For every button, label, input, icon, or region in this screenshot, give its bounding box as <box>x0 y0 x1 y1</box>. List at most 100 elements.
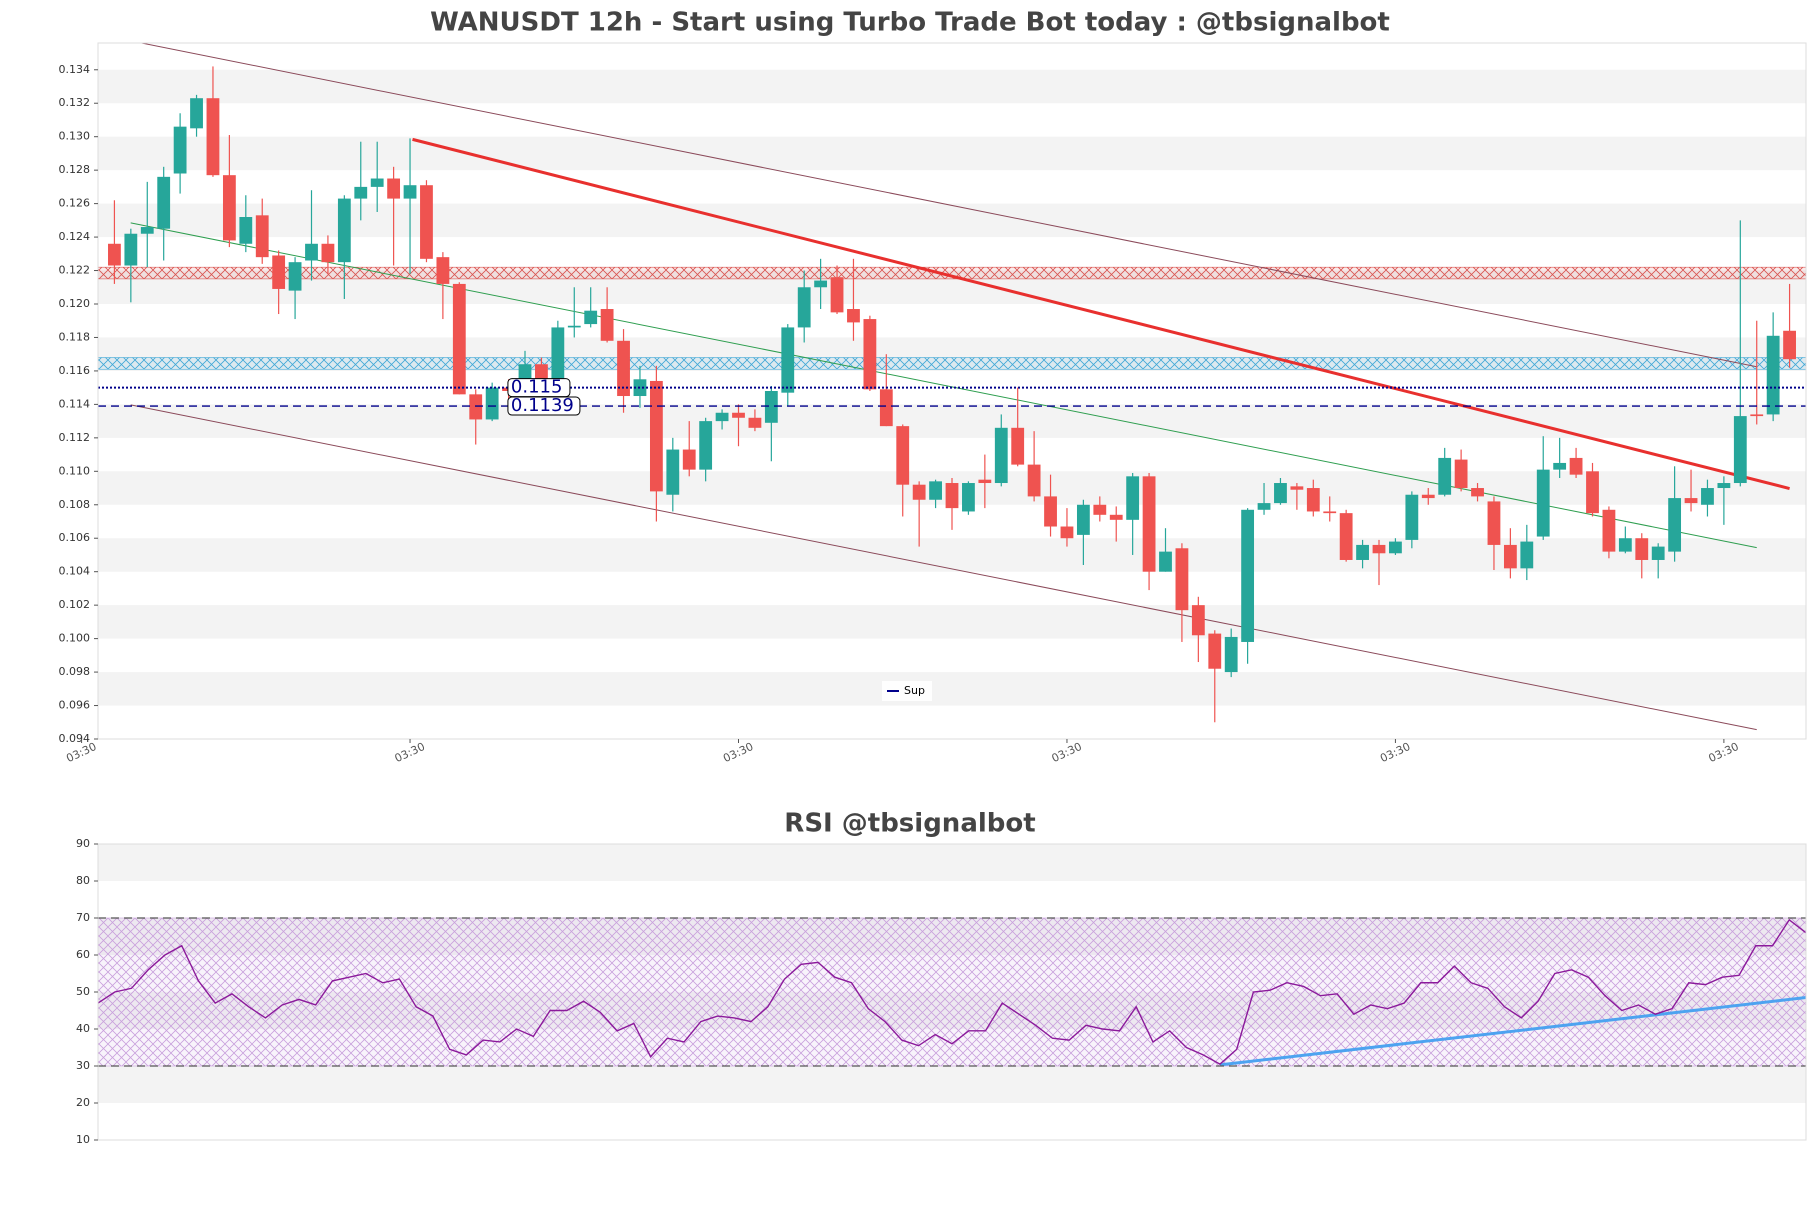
candle-body <box>108 243 121 266</box>
zone-hatch <box>98 917 1806 1067</box>
plot-area <box>98 844 1806 1140</box>
rsi-line <box>98 918 1806 1066</box>
candle-body <box>617 340 630 397</box>
grid-band <box>98 69 1806 104</box>
candle-body <box>682 449 696 470</box>
candle-body <box>337 198 351 263</box>
candle-body <box>1290 486 1304 490</box>
legend-box <box>882 681 932 701</box>
trend-line <box>130 222 1757 549</box>
rsi-title: RSI @tbsignalbot <box>784 809 1035 839</box>
candle-body <box>863 319 877 390</box>
level-label: 0.115 <box>511 377 563 398</box>
trend-line <box>1219 996 1806 1067</box>
candle-body <box>1323 511 1337 514</box>
candle-body <box>929 481 942 500</box>
trend-line <box>138 43 1757 368</box>
candle-body <box>1076 504 1090 535</box>
candle-body <box>962 483 975 512</box>
x-tick-label: 03:30 <box>721 740 755 765</box>
grid-band <box>98 605 1806 639</box>
y-tick-label: 0.110 <box>59 464 91 477</box>
candle-body <box>1487 501 1501 545</box>
candle-body <box>124 233 138 266</box>
y-tick-label: 0.132 <box>59 96 91 109</box>
candle-body <box>1060 526 1074 539</box>
candle-body <box>584 310 598 325</box>
x-tick-label: 03:30 <box>1378 740 1412 765</box>
y-tick-label: 60 <box>76 948 90 961</box>
candle-body <box>1142 476 1156 572</box>
y-tick-label: 30 <box>76 1059 90 1072</box>
y-tick-label: 0.102 <box>59 598 91 611</box>
candle-body <box>321 243 335 263</box>
candle-body <box>1783 330 1796 360</box>
grid-band <box>98 672 1806 706</box>
candle-body <box>978 479 992 484</box>
y-tick-label: 40 <box>76 1022 90 1035</box>
grid-band <box>98 404 1806 438</box>
y-tick-label: 0.134 <box>59 63 91 76</box>
zone-hatch <box>98 266 1806 280</box>
candle-body <box>420 185 433 259</box>
candle-body <box>1208 633 1222 669</box>
chart-title: WANUSDT 12h - Start using Turbo Trade Bo… <box>430 8 1390 38</box>
zone-hatch <box>98 357 1806 370</box>
level-label-box <box>507 396 581 416</box>
candle-body <box>1405 494 1419 540</box>
candle-body <box>485 387 499 420</box>
candle-body <box>1191 605 1205 636</box>
candle-body <box>1553 462 1567 470</box>
candle-body <box>1027 464 1041 497</box>
candle-body <box>1159 551 1172 572</box>
candle-body <box>1438 457 1452 495</box>
candle-body <box>1701 488 1714 505</box>
grid-band <box>98 1066 1806 1103</box>
candle-body <box>1126 476 1140 520</box>
x-tick-label: 03:30 <box>1050 740 1084 765</box>
candle-body <box>896 426 910 485</box>
candle-body <box>1274 483 1287 504</box>
y-tick-label: 50 <box>76 985 90 998</box>
candle-body <box>1372 544 1386 554</box>
y-tick-label: 0.128 <box>59 163 91 176</box>
y-tick-label: 0.112 <box>59 431 91 444</box>
y-tick-label: 0.094 <box>59 732 91 745</box>
candle-body <box>1569 457 1583 475</box>
grid-band <box>98 136 1806 171</box>
candle-body <box>879 389 893 427</box>
candle-body <box>830 277 844 313</box>
candle-body <box>1766 335 1780 415</box>
y-tick-label: 0.100 <box>59 632 91 645</box>
candle-body <box>222 175 236 241</box>
y-tick-label: 0.130 <box>59 130 91 143</box>
candle-body <box>764 391 778 423</box>
candle-body <box>649 380 663 492</box>
y-tick-label: 0.116 <box>59 364 91 377</box>
candle-body <box>1093 504 1107 515</box>
y-tick-label: 20 <box>76 1096 90 1109</box>
level-label: 0.1139 <box>511 395 574 416</box>
y-tick-label: 80 <box>76 874 90 887</box>
candle-body <box>370 178 384 187</box>
candle-body <box>1224 636 1238 673</box>
candle-body <box>206 98 220 176</box>
candle-body <box>272 255 286 289</box>
y-tick-label: 0.104 <box>59 565 91 578</box>
candle-body <box>1586 471 1599 514</box>
candle-body <box>1356 544 1369 560</box>
candle-body <box>1454 459 1468 489</box>
candle-body <box>469 394 483 420</box>
grid-band <box>98 844 1806 881</box>
candle-body <box>288 262 302 291</box>
candle-body <box>173 126 187 174</box>
candle-body <box>994 427 1008 484</box>
candle-body <box>305 243 318 261</box>
candle-body <box>1339 513 1353 560</box>
grid-band <box>98 538 1806 572</box>
x-tick-label: 03:30 <box>1707 740 1741 765</box>
candle-body <box>1257 503 1271 510</box>
